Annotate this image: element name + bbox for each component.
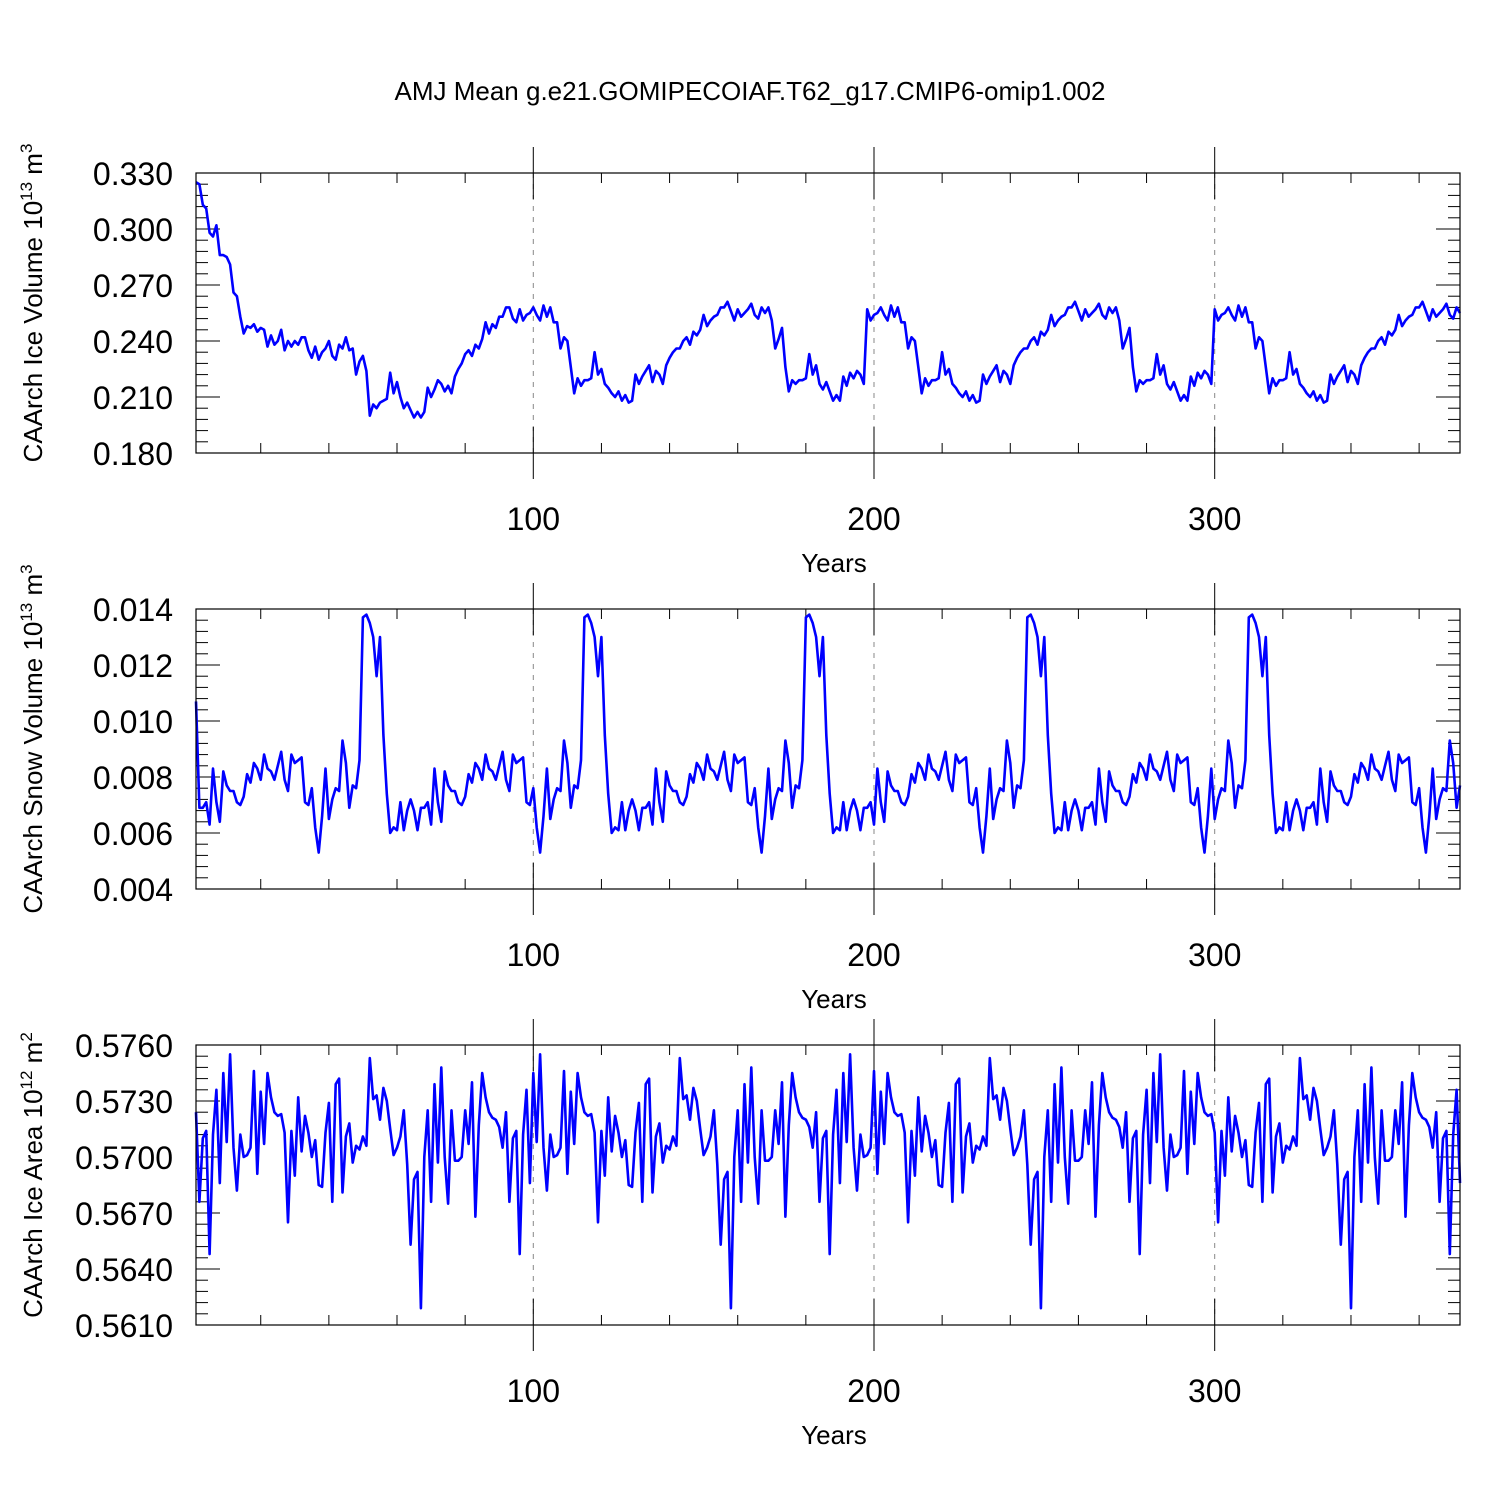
- series-line-ice-volume: [195, 181, 1462, 419]
- plot-frame: [195, 1044, 1461, 1326]
- y-tick-label: 0.004: [93, 872, 173, 908]
- y-axis-title-unit: m: [18, 153, 48, 182]
- y-axis-title: CAArch Snow Volume 1013 m3: [17, 564, 48, 913]
- x-tick-label: 300: [1188, 937, 1241, 973]
- y-tick-label: 0.008: [93, 760, 173, 796]
- y-axis-title-unit: m: [18, 574, 48, 603]
- y-tick-label: 0.240: [93, 324, 173, 360]
- x-tick-label: 100: [507, 1373, 560, 1409]
- y-tick-label: 0.270: [93, 268, 173, 304]
- y-tick-label: 0.5760: [75, 1028, 173, 1064]
- panel-ice-area: 0.5610 0.5640 0.5670 0.5700 0.5730 0.5760 100 2…: [17, 1019, 1462, 1450]
- y-axis-title-unit: m: [18, 1042, 48, 1071]
- x-axis-title: Years: [801, 984, 867, 1014]
- y-tick-label: 0.5640: [75, 1252, 173, 1288]
- y-axis-title-exponent: 13: [17, 603, 36, 622]
- y-axis-title-unit-exponent: 2: [17, 1032, 36, 1041]
- x-tick-label: 300: [1188, 501, 1241, 537]
- x-axis-title: Years: [801, 548, 867, 578]
- x-axis-title: Years: [801, 1420, 867, 1450]
- x-tick-label: 100: [507, 937, 560, 973]
- x-tick-label: 200: [847, 1373, 900, 1409]
- plot-frame: [195, 608, 1461, 890]
- y-tick-label: 0.014: [93, 592, 173, 628]
- y-axis-title-text: CAArch Ice Area 10: [18, 1089, 48, 1317]
- y-axis-title-unit-exponent: 3: [17, 144, 36, 153]
- y-tick-label: 0.5610: [75, 1308, 173, 1344]
- y-axis-title: CAArch Ice Area 1012 m2: [17, 1032, 48, 1318]
- y-tick-label: 0.006: [93, 816, 173, 852]
- x-tick-label: 200: [847, 501, 900, 537]
- y-tick-label: 0.300: [93, 212, 173, 248]
- y-axis-title: CAArch Ice Volume 1013 m3: [17, 144, 48, 463]
- y-tick-label: 0.012: [93, 648, 173, 684]
- y-tick-label: 0.210: [93, 380, 173, 416]
- x-tick-label: 100: [507, 501, 560, 537]
- y-axis-title-exponent: 13: [17, 182, 36, 201]
- chart-title: AMJ Mean g.e21.GOMIPECOIAF.T62_g17.CMIP6…: [395, 76, 1106, 106]
- x-tick-label: 200: [847, 937, 900, 973]
- panel-ice-volume: 0.180 0.210 0.240 0.270 0.300 0.330 100 200 300 Y…: [17, 144, 1462, 578]
- y-axis-title-exponent: 12: [17, 1071, 36, 1090]
- y-tick-label: 0.180: [93, 436, 173, 472]
- panel-snow-volume: 0.004 0.006 0.008 0.010 0.012 0.014 100 200 300 Y…: [17, 564, 1462, 1014]
- y-tick-label: 0.5700: [75, 1140, 173, 1176]
- y-axis-title-unit-exponent: 3: [17, 564, 36, 573]
- series-line-snow-volume: [194, 613, 1462, 854]
- y-tick-label: 0.330: [93, 156, 173, 192]
- y-axis-title-text: CAArch Ice Volume 10: [18, 201, 48, 463]
- y-tick-label: 0.010: [93, 704, 173, 740]
- y-tick-label: 0.5670: [75, 1196, 173, 1232]
- y-axis-title-text: CAArch Snow Volume 10: [18, 622, 48, 914]
- series-line-ice-area: [194, 1053, 1462, 1310]
- plot-frame: [195, 172, 1461, 454]
- x-tick-label: 300: [1188, 1373, 1241, 1409]
- y-tick-label: 0.5730: [75, 1084, 173, 1120]
